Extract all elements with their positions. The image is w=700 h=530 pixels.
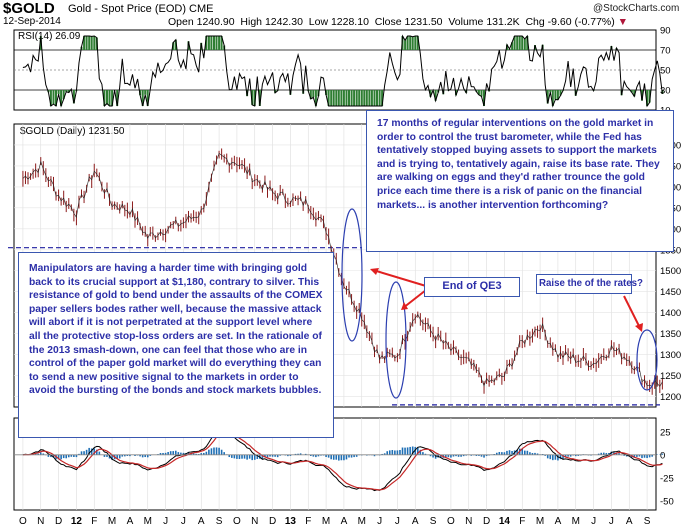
macd-tick-label: -25 — [660, 473, 674, 484]
price-tick-label: 1250 — [660, 371, 681, 382]
x-tick-label: J — [395, 516, 400, 527]
x-tick-label: S — [644, 516, 651, 527]
arrow-qe3-to-jun — [402, 289, 427, 309]
x-tick-label: J — [609, 516, 614, 527]
x-tick-label: N — [251, 516, 258, 527]
price-tick-label: 1300 — [660, 350, 681, 361]
x-tick-label: M — [108, 516, 116, 527]
x-tick-label: J — [591, 516, 596, 527]
price-label: $GOLD (Daily) 1231.50 — [20, 126, 125, 137]
copyright-notice[interactable]: @StockCharts.com — [593, 3, 679, 14]
down-triangle-icon: ▼ — [617, 16, 629, 28]
x-axis: O N D 12 F M A M J J A S O N D 13 F M A M J J A S O N D 14 F M A M J J A S — [19, 516, 651, 527]
x-tick-label: M — [536, 516, 544, 527]
rsi-tick-label: 30 — [660, 86, 671, 97]
price-tick-label: 1500 — [660, 266, 681, 277]
high-value: 1242.30 — [264, 16, 303, 28]
rsi-tick-label: 90 — [660, 26, 671, 37]
x-tick-label: J — [377, 516, 382, 527]
price-tick-label: 1200 — [660, 392, 681, 403]
rsi-overbought-fill — [39, 36, 618, 50]
annotation-end-of-qe3: End of QE3 — [424, 277, 520, 297]
x-tick-label: M — [572, 516, 580, 527]
rsi-panel: RSI(14) 26.09 9070503010 — [13, 26, 671, 117]
x-tick-label: A — [626, 516, 633, 527]
rsi-tick-label: 70 — [660, 46, 671, 57]
x-tick-label: F — [305, 516, 311, 527]
x-tick-label: N — [465, 516, 472, 527]
ohlc-readout: Open 1240.90 High 1242.30 Low 1228.10 Cl… — [168, 16, 628, 28]
x-tick-label: J — [163, 516, 168, 527]
highlight-ellipse-jun13 — [385, 281, 407, 399]
high-label: High — [240, 16, 263, 28]
open-label: Open — [168, 16, 194, 28]
macd-tick-label: 0 — [660, 450, 665, 461]
highlight-ellipse-sep14 — [636, 329, 658, 391]
price-tick-label: 1400 — [660, 308, 681, 319]
price-tick-label: 1350 — [660, 329, 681, 340]
low-value: 1228.10 — [330, 16, 369, 28]
x-tick-label: 13 — [285, 516, 297, 527]
x-tick-label: D — [269, 516, 276, 527]
price-close-line — [22, 152, 663, 388]
macd-panel: 25 0 -25 -50 — [13, 417, 674, 511]
arrowhead-icon — [401, 302, 408, 310]
x-tick-label: O — [447, 516, 455, 527]
close-value: 1231.50 — [404, 16, 443, 28]
price-bars — [22, 148, 663, 395]
macd-line — [22, 427, 663, 492]
close-label: Close — [374, 16, 402, 28]
arrow-rates — [623, 295, 641, 329]
annotation-raise-rates: Raise the of the rates? — [536, 274, 643, 294]
x-tick-label: S — [430, 516, 437, 527]
highlight-ellipse-apr13 — [341, 208, 363, 342]
rsi-line — [22, 34, 663, 108]
macd-tick-label: 25 — [660, 427, 671, 438]
macd-signal-line — [22, 429, 663, 491]
macd-tick-label: -50 — [660, 496, 674, 507]
x-tick-label: D — [55, 516, 62, 527]
x-tick-label: M — [358, 516, 366, 527]
open-value: 1240.90 — [196, 16, 235, 28]
x-tick-label: A — [555, 516, 562, 527]
chg-label: Chg — [525, 16, 545, 28]
low-label: Low — [308, 16, 329, 28]
arrowhead-icon — [635, 323, 643, 332]
symbol-description: Gold - Spot Price (EOD) CME — [68, 3, 214, 15]
x-tick-label: 14 — [499, 516, 511, 527]
volume-value: 131.2K — [486, 16, 520, 28]
annotation-arrows — [372, 269, 641, 329]
volume-label: Volume — [448, 16, 484, 28]
chg-value: -9.60 (-0.77%) — [547, 16, 615, 28]
arrowhead-icon — [370, 268, 379, 275]
x-tick-label: J — [181, 516, 186, 527]
x-tick-label: 12 — [71, 516, 83, 527]
x-tick-label: S — [216, 516, 223, 527]
x-tick-label: F — [519, 516, 525, 527]
x-tick-label: N — [37, 516, 44, 527]
x-tick-label: O — [19, 516, 27, 527]
rsi-tick-label: 50 — [660, 66, 671, 77]
annotation-manipulators-note: Manipulators are having a harder time wi… — [18, 252, 334, 438]
x-tick-label: A — [127, 516, 134, 527]
quote-date: 12-Sep-2014 — [3, 16, 61, 27]
x-tick-label: A — [341, 516, 348, 527]
stockcharts-logo-icon: @StockCharts.com — [593, 3, 680, 14]
arrow-qe3-to-apr — [372, 269, 427, 287]
x-tick-label: F — [91, 516, 97, 527]
x-tick-label: M — [322, 516, 330, 527]
x-tick-label: O — [233, 516, 241, 527]
rsi-label: RSI(14) 26.09 — [18, 31, 81, 42]
x-tick-label: A — [412, 516, 419, 527]
x-tick-label: A — [198, 516, 205, 527]
price-tick-label: 1450 — [660, 287, 681, 298]
symbol-title: $GOLD — [3, 0, 55, 17]
annotation-intervention-note: 17 months of regular interventions on th… — [366, 110, 674, 252]
x-tick-label: D — [483, 516, 490, 527]
x-tick-label: M — [144, 516, 152, 527]
